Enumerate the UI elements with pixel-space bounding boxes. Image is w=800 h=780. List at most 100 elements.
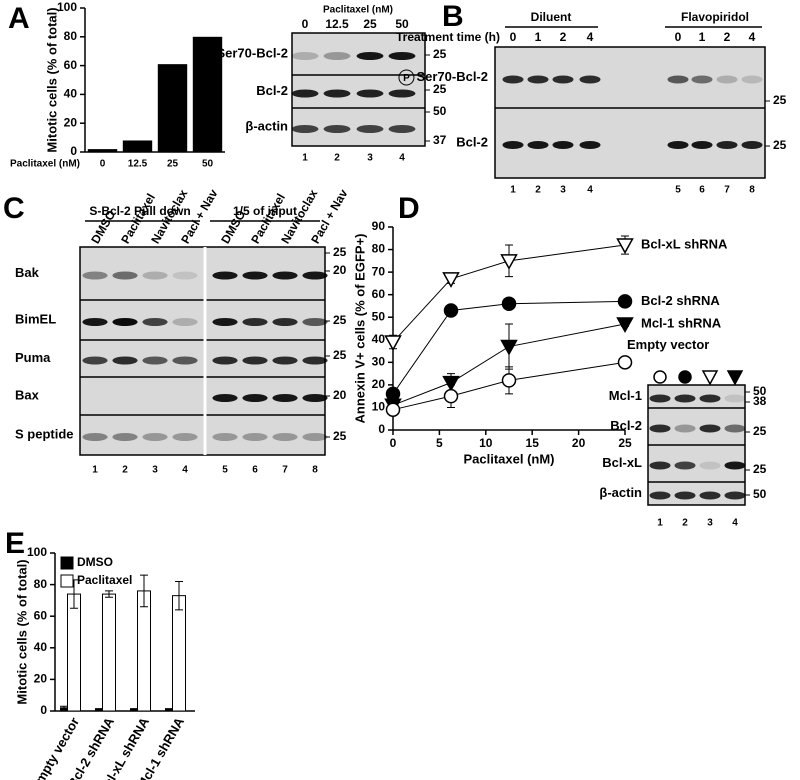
lane-number: 6 (252, 465, 258, 476)
y-tick-label: 10 (372, 400, 386, 414)
symbol (653, 370, 667, 384)
band (302, 271, 328, 280)
band (172, 271, 198, 280)
lane-number: 4 (399, 153, 405, 164)
lane-header: 4 (587, 30, 594, 44)
symbol (726, 370, 744, 386)
series-line (392, 244, 626, 343)
band (272, 356, 298, 365)
bar (172, 595, 186, 712)
mw-marker: 25 (333, 429, 347, 443)
band (302, 356, 328, 365)
mw-marker: 38 (753, 394, 767, 408)
marker (501, 373, 517, 388)
x-tick-label: 0 (390, 436, 397, 450)
marker (616, 317, 634, 334)
band (699, 424, 721, 433)
group-header: S-Bcl-2 Pull down (89, 204, 190, 218)
bar (102, 593, 116, 712)
band (579, 141, 601, 149)
band (724, 491, 746, 500)
lane-number: 2 (682, 518, 688, 529)
marker (617, 355, 633, 370)
band (552, 141, 574, 149)
lane-header: 50 (395, 17, 409, 31)
lane-number: 8 (312, 465, 318, 476)
band (212, 318, 238, 326)
mw-marker: 25 (433, 82, 447, 96)
band (82, 271, 108, 280)
mw-marker: 20 (333, 263, 347, 277)
band (272, 318, 298, 326)
panel-letter: A (8, 2, 30, 35)
y-tick-label: 100 (57, 0, 77, 14)
marker (442, 375, 460, 392)
band (527, 75, 549, 84)
band (212, 356, 238, 365)
band (302, 394, 328, 402)
band (302, 433, 328, 441)
y-tick-label: 60 (64, 58, 78, 72)
lane-header: DMSO (218, 208, 248, 246)
error-bar (140, 574, 148, 608)
band (272, 433, 298, 441)
band (212, 433, 238, 441)
row-label: Bcl-2 (456, 134, 488, 149)
blot (494, 46, 766, 179)
band (716, 75, 738, 84)
band (82, 433, 108, 441)
marker (443, 303, 459, 318)
mw-marker: 50 (753, 487, 767, 501)
marker (385, 402, 401, 417)
band (112, 356, 138, 365)
y-tick-label: 60 (34, 608, 48, 622)
lane-number: 8 (749, 185, 755, 196)
marker (616, 238, 634, 255)
y-tick-label: 60 (372, 287, 386, 301)
lane-header: 2 (724, 30, 731, 44)
x-axis-label: Paclitaxel (nM) (463, 451, 554, 466)
y-tick-label: 0 (378, 422, 385, 436)
y-tick-label: 90 (372, 219, 386, 233)
band (272, 394, 298, 402)
lane-number: 1 (302, 153, 308, 164)
y-axis-label: Annexin V+ cells (% of EGFP+) (352, 234, 367, 424)
band (674, 461, 696, 470)
row-label: β-actin (245, 118, 288, 133)
y-tick-label: 0 (70, 144, 77, 158)
row-label: Bcl-2 (256, 83, 288, 98)
lane-number: 1 (510, 185, 516, 196)
band (388, 125, 416, 133)
band (699, 461, 721, 470)
lane-header: 25 (363, 17, 377, 31)
bar (137, 590, 151, 712)
band (172, 433, 198, 441)
band (388, 52, 416, 60)
x-tick-label: 12.5 (128, 159, 148, 170)
error-bar (95, 708, 103, 711)
band (552, 75, 574, 84)
band (667, 141, 689, 149)
lane-number: 6 (699, 185, 705, 196)
band (112, 318, 138, 326)
band (724, 461, 746, 470)
mw-marker: 25 (773, 138, 787, 152)
mw-marker: 25 (753, 462, 767, 476)
band (502, 75, 524, 84)
lane-header: 1 (699, 30, 706, 44)
lane-number: 4 (732, 518, 738, 529)
x-tick-label: 25 (618, 436, 632, 450)
lane-header: 1 (535, 30, 542, 44)
y-tick-label: 50 (372, 309, 386, 323)
legend-label: Mcl-1 shRNA (641, 315, 722, 330)
band (272, 271, 298, 280)
band (741, 75, 763, 84)
lane-header: 12.5 (325, 17, 349, 31)
band (242, 271, 268, 280)
lane-number: 1 (92, 465, 98, 476)
lane-number: 7 (282, 465, 288, 476)
band (691, 75, 713, 84)
legend-label: Empty vector (627, 337, 709, 352)
marker (500, 339, 518, 356)
